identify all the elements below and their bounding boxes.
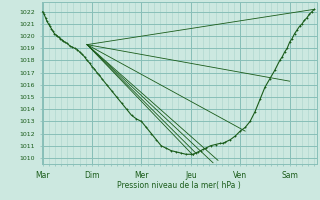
- X-axis label: Pression niveau de la mer( hPa ): Pression niveau de la mer( hPa ): [117, 181, 241, 190]
